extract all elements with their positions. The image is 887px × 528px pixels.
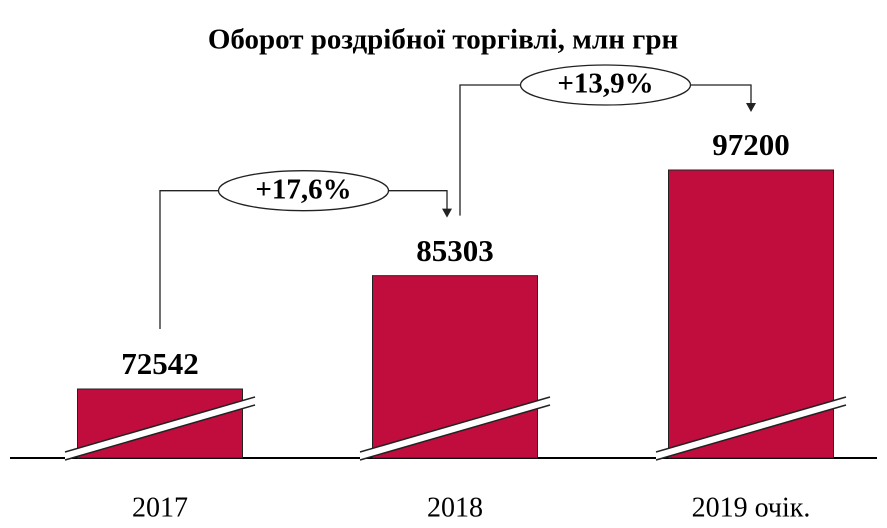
chart-title: Оборот роздрібної торгівлі, млн грн xyxy=(208,24,678,56)
break-line xyxy=(64,396,256,453)
x-tick-label: 2019 очік. xyxy=(692,492,811,523)
x-tick-label: 2018 xyxy=(427,492,483,523)
break-line xyxy=(359,396,551,453)
annotation-ellipse xyxy=(519,64,692,106)
x-tick-label: 2017 xyxy=(132,492,188,523)
break-gap xyxy=(360,397,550,460)
break-line xyxy=(64,404,256,461)
arrow-head xyxy=(746,103,756,112)
break-line xyxy=(655,404,847,461)
break-gap xyxy=(65,397,255,460)
break-gap xyxy=(656,397,846,460)
break-line xyxy=(359,404,551,461)
break-line xyxy=(655,396,847,453)
value-label: 97200 xyxy=(712,127,790,162)
annotation: +13,9% xyxy=(557,68,653,100)
annotation: +17,6% xyxy=(255,173,351,205)
value-label: 85303 xyxy=(416,233,494,268)
arrow-head xyxy=(442,208,452,218)
annotation-ellipse xyxy=(217,170,390,212)
value-label: 72542 xyxy=(121,346,199,381)
